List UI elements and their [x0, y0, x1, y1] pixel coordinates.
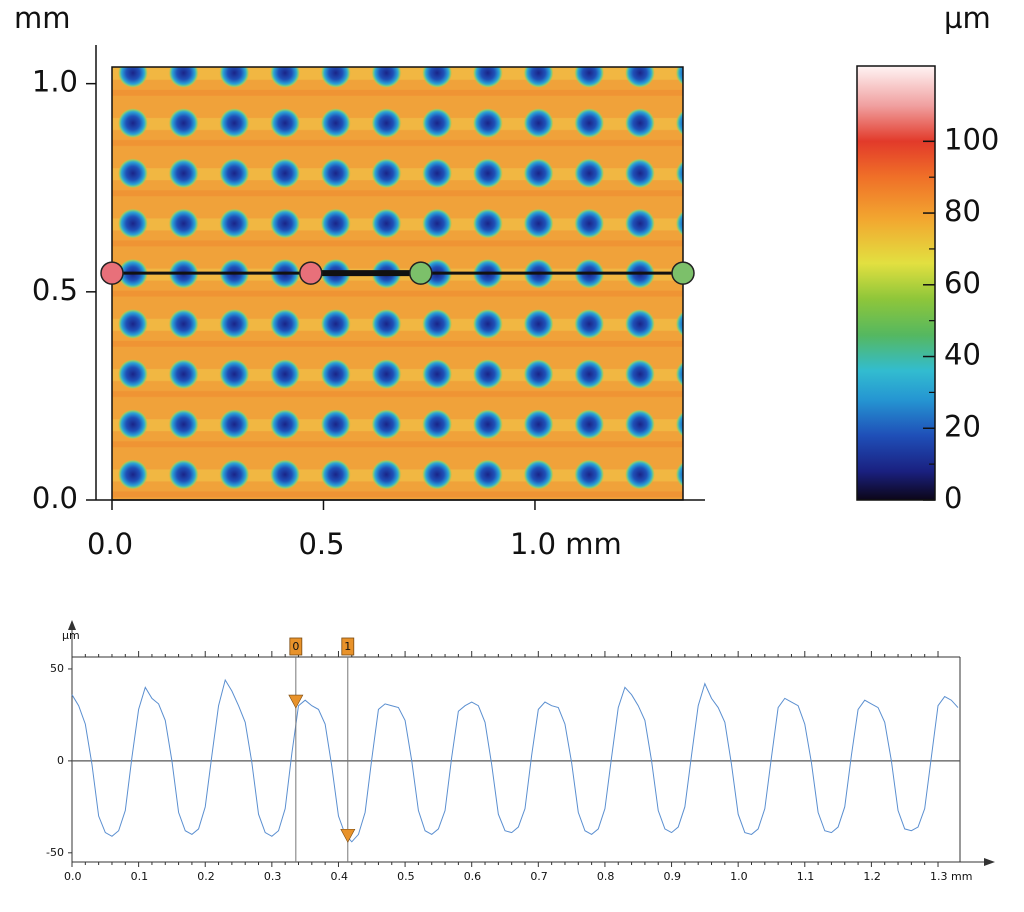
cursor-tag — [341, 637, 355, 656]
x-tick-label: 0.4 — [330, 870, 348, 883]
x-tick-label: 1.0 — [730, 870, 748, 883]
colorbar-tick-label: 100 — [944, 122, 999, 156]
y-tick-label: 0.0 — [32, 481, 78, 515]
x-tick-label: 0.8 — [597, 870, 615, 883]
x-tick-label: 0.0 — [87, 527, 133, 561]
colorbar-unit: µm — [944, 1, 991, 35]
x-axis-arrow — [984, 858, 995, 866]
cursor-tag — [289, 637, 303, 656]
x-tick-label: 0.3 — [264, 870, 282, 883]
y-tick-label: -50 — [46, 846, 64, 859]
colorbar-tick-label: 0 — [944, 481, 962, 515]
x-tick-label: 0.5 — [298, 527, 344, 561]
colorbar — [856, 65, 936, 501]
y-tick-label: 0.5 — [32, 273, 78, 307]
x-tick-label: 1.3 mm — [930, 870, 972, 883]
x-tick-label: 1.0 mm — [510, 527, 622, 561]
profile-line — [71, 678, 959, 843]
x-tick-label: 1.1 — [797, 870, 815, 883]
surface-chart: mm 0.0 0.5 1.0 mm 0.0 0.5 1.0 µm 0 20 40 60 80 100 — [14, 1, 999, 561]
x-tick-label: 0.5 — [397, 870, 415, 883]
cursor-marker — [340, 828, 356, 843]
x-tick-label: 1.2 — [863, 870, 881, 883]
colorbar-tick-label: 60 — [944, 266, 981, 300]
x-tick-label: 0.2 — [197, 870, 215, 883]
surface-image — [112, 67, 683, 500]
x-tick-label: 0.1 — [131, 870, 149, 883]
x-tick-label: 0.9 — [664, 870, 682, 883]
y-axis-unit: mm — [14, 1, 71, 35]
y-axis-arrow — [68, 620, 76, 630]
x-tick-label: 0.6 — [464, 870, 482, 883]
y-tick-label: 50 — [50, 662, 64, 675]
cursor-label: 0 — [292, 640, 299, 653]
y-tick-label: 0 — [57, 754, 64, 767]
x-tick-label: 0.7 — [530, 870, 548, 883]
cursor-marker — [288, 694, 304, 709]
colorbar-tick-label: 80 — [944, 194, 981, 228]
colorbar-tick-label: 20 — [944, 409, 981, 443]
profile-marker — [409, 261, 433, 285]
colorbar-tick-label: 40 — [944, 338, 981, 372]
profile-marker — [299, 261, 323, 285]
y-axis-unit: µm — [62, 629, 80, 642]
y-tick-label: 1.0 — [32, 65, 78, 99]
profile-marker — [671, 261, 695, 285]
x-tick-label: 0.0 — [64, 870, 82, 883]
profile-marker — [100, 261, 124, 285]
profile-chart: µm 0.0 0.1 0.2 0.3 0.4 0.5 0.6 0.7 0.8 0.9 1.0 1.1 1.… — [46, 620, 995, 883]
cursor-label: 1 — [344, 640, 351, 653]
